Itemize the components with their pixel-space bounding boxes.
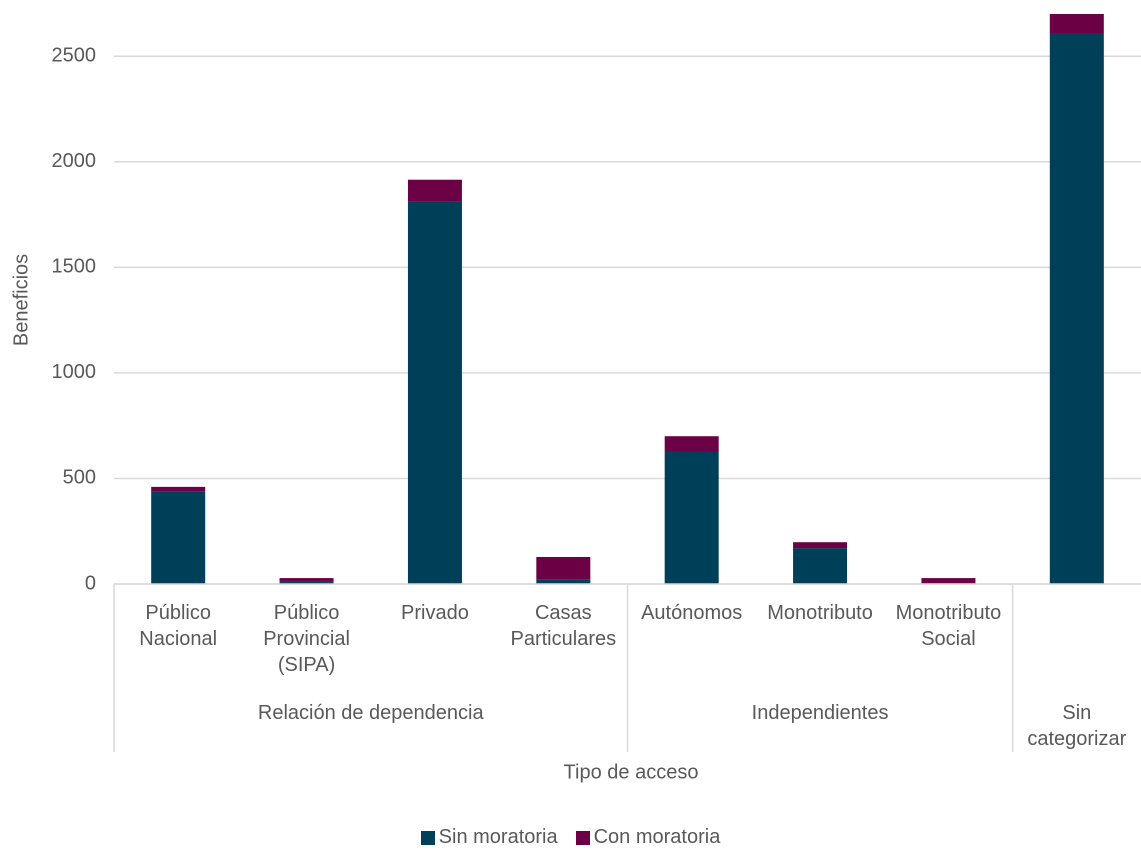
legend-label: Sin moratoria — [438, 826, 558, 848]
bar-segment — [536, 579, 591, 584]
bar-segment — [921, 578, 976, 584]
group-label: Sin categorizar — [1027, 702, 1127, 750]
legend-item: Sin moratoria — [420, 826, 558, 849]
bar-segment — [1049, 14, 1104, 33]
legend-swatch — [575, 830, 590, 845]
bar-segment — [664, 451, 719, 584]
x-tick-label: Monotributo Social — [895, 602, 1002, 650]
group-label: Relación de dependencia — [257, 702, 484, 724]
x-tick-label: Casas Particulares — [510, 602, 617, 650]
x-tick-label: Público Nacional — [139, 602, 218, 650]
bar-segment — [407, 201, 462, 584]
group-label: Independientes — [751, 702, 889, 724]
x-axis-title: Tipo de acceso — [564, 761, 699, 783]
x-tick-label: Público Provincial (SIPA) — [263, 602, 350, 676]
x-tick-label: Monotributo — [767, 602, 873, 624]
legend-label: Con moratoria — [593, 826, 721, 848]
bar-segment — [1049, 33, 1104, 584]
legend-item: Con moratoria — [575, 826, 721, 849]
y-tick-label: 2000 — [52, 150, 97, 172]
x-tick-label: Privado — [401, 602, 469, 624]
y-tick-label: 0 — [85, 572, 96, 594]
bar-segment — [664, 436, 719, 451]
y-tick-label: 1500 — [52, 256, 97, 278]
bar-segment — [793, 548, 848, 584]
bar-segment — [793, 542, 848, 549]
bar-segment — [151, 491, 206, 584]
bar-segment — [151, 486, 206, 492]
x-tick-label: Autónomos — [641, 602, 743, 624]
legend-swatch — [420, 830, 435, 845]
y-tick-label: 1000 — [52, 361, 97, 383]
legend: Sin moratoria Con moratoria — [0, 826, 1141, 849]
y-tick-label: 500 — [63, 467, 96, 489]
bar-segment — [407, 179, 462, 202]
y-tick-label: 2500 — [52, 45, 97, 67]
y-axis-title: Beneficios — [10, 254, 32, 346]
bar-segment — [536, 556, 591, 580]
bar-segment — [279, 581, 334, 584]
bar-segment — [279, 578, 334, 582]
